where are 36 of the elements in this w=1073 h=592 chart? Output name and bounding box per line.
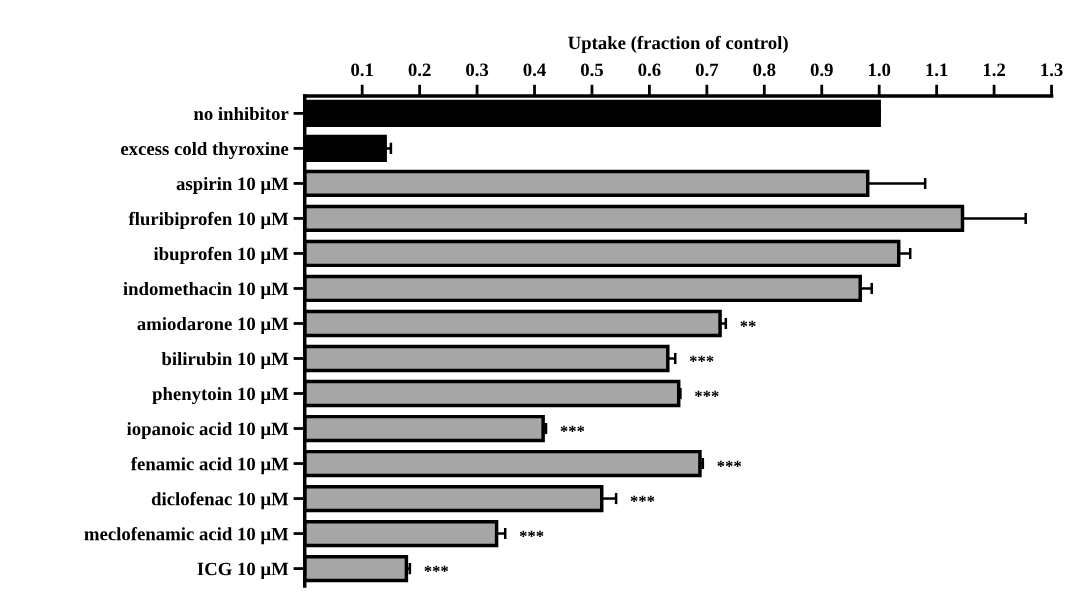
y-tick-label: ICG 10 μM <box>197 562 289 580</box>
x-tick-label: 0.2 <box>408 63 431 77</box>
y-tick-label: fenamic acid 10 μM <box>130 456 289 475</box>
data-label: *** <box>424 565 449 573</box>
x-axis-title: Uptake (fraction of control) <box>568 35 788 54</box>
data-label: *** <box>689 355 714 362</box>
y-tick-label: meclofenamic acid 10 μM <box>84 526 289 545</box>
x-tick-label: 0.7 <box>695 63 719 77</box>
data-label: *** <box>519 530 544 538</box>
y-tick-label: fluribiprofen 10 μM <box>128 211 289 230</box>
y-tick-label: amiodarone 10 μM <box>137 316 289 334</box>
x-tick-label: 1.3 <box>1041 63 1063 77</box>
x-tick-label: 0.3 <box>466 63 489 77</box>
y-tick-label: aspirin 10 μM <box>176 176 289 194</box>
data-label: *** <box>560 425 585 432</box>
x-tick-label: 0.5 <box>580 63 603 77</box>
data-label: *** <box>630 495 655 503</box>
x-tick-label: 0.6 <box>638 63 661 77</box>
y-tick-label: no inhibitor <box>193 106 289 121</box>
data-label: *** <box>695 390 719 397</box>
data-label: *** <box>717 460 742 467</box>
y-tick-label: iopanoic acid 10 μM <box>126 422 289 440</box>
x-tick-label: 0.4 <box>523 63 546 77</box>
y-tick-label: indomethacin 10 μM <box>123 281 289 299</box>
x-tick-label: 1.0 <box>868 63 891 77</box>
x-tick-label: 1.2 <box>983 63 1006 77</box>
y-tick-label: diclofenac 10 μM <box>151 491 289 510</box>
x-tick-label: 1.1 <box>926 63 948 77</box>
y-tick-label: phenytoin 10 μM <box>152 387 289 405</box>
y-tick-label: bilirubin 10 μM <box>161 351 289 369</box>
y-tick-label: excess cold thyroxine <box>121 141 289 159</box>
x-tick-label: 0.1 <box>351 63 373 77</box>
x-tick-label: 0.9 <box>810 63 833 77</box>
x-tick-label: 0.8 <box>753 63 776 77</box>
y-tick-label: ibuprofen 10 μM <box>153 246 289 265</box>
data-label: ** <box>740 320 756 327</box>
